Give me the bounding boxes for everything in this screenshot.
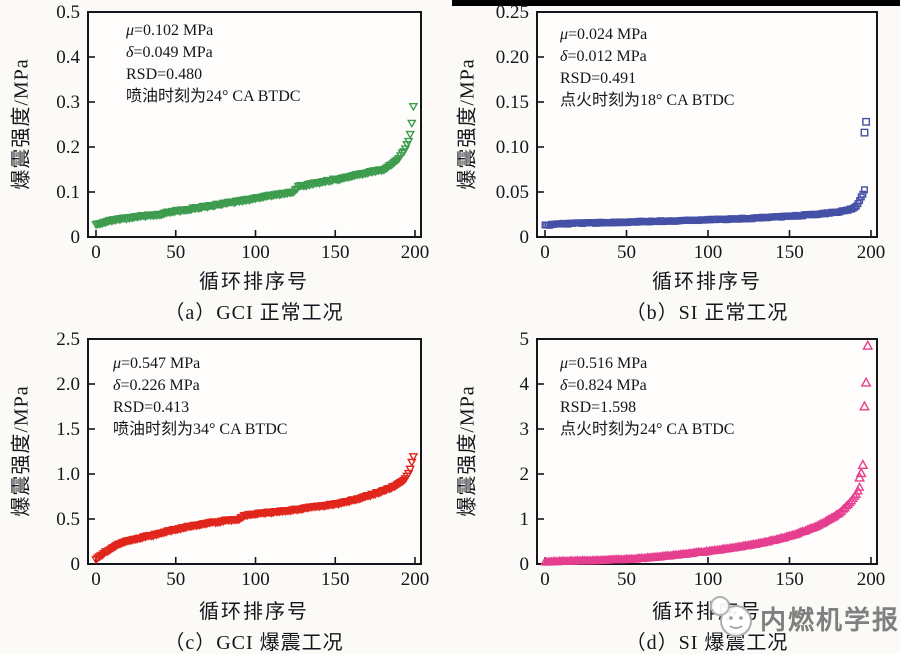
y-axis-label: 爆震强度/MPa: [10, 58, 33, 190]
subplot-caption: （d）SI 爆震工况: [625, 632, 789, 654]
stat-mu: μ=0.024 MPa: [560, 26, 648, 43]
stats-annotation: μ=0.547 MPa δ=0.226 MPa RSD=0.413 喷油时刻为3…: [113, 353, 287, 441]
timing-note: 点火时刻为18° CA BTDC: [560, 92, 735, 109]
stat-rsd: RSD=0.413: [113, 399, 190, 416]
svg-text:150: 150: [321, 242, 350, 263]
svg-text:2: 2: [520, 464, 530, 485]
svg-text:2.5: 2.5: [56, 329, 80, 350]
svg-text:1.0: 1.0: [56, 464, 80, 485]
y-axis-label: 爆震强度/MPa: [456, 58, 479, 190]
x-axis-label: 循环排序号: [199, 601, 309, 623]
scatter-plot-b: 0 50 100 150 200 0 0.05 0.10 0.15 0.20 0.25: [496, 2, 886, 263]
svg-text:100: 100: [241, 242, 270, 263]
stat-rsd: RSD=1.598: [560, 399, 637, 416]
subplot-d-si-knock: 0 50 100 150 200 0 1 2 3 4 5 爆震强度/MPa μ=0.516 MPa …: [450, 327, 900, 654]
stat-rsd: RSD=0.480: [126, 66, 203, 83]
svg-text:100: 100: [694, 569, 723, 590]
svg-text:0.10: 0.10: [496, 137, 529, 158]
x-axis-label: 循环排序号: [652, 271, 762, 293]
stats-annotation: μ=0.516 MPa δ=0.824 MPa RSD=1.598 点火时刻为2…: [560, 353, 734, 441]
svg-text:1: 1: [520, 509, 530, 530]
svg-text:0.25: 0.25: [496, 2, 529, 23]
svg-text:0: 0: [540, 242, 550, 263]
svg-text:1.5: 1.5: [56, 419, 80, 440]
svg-text:50: 50: [166, 569, 185, 590]
top-black-redaction-bar: [452, 0, 900, 6]
svg-text:0: 0: [71, 554, 81, 575]
svg-text:0.5: 0.5: [56, 509, 80, 530]
y-axis-label: 爆震强度/MPa: [456, 385, 479, 517]
svg-text:4: 4: [520, 374, 530, 395]
scatter-plot-c: 0 50 100 150 200 0 0.5 1.0 1.5 2.0 2.5: [56, 329, 430, 590]
stat-delta: δ=0.824 MPa: [560, 377, 647, 394]
subplot-c-gci-knock: 0 50 100 150 200 0 0.5 1.0 1.5 2.0 2.5 爆震强度/MPa μ=…: [0, 327, 450, 654]
svg-text:150: 150: [775, 242, 804, 263]
timing-note: 喷油时刻为24° CA BTDC: [126, 88, 301, 105]
svg-text:50: 50: [617, 242, 636, 263]
svg-text:0: 0: [91, 242, 101, 263]
svg-text:0.2: 0.2: [56, 137, 80, 158]
watermark-text: 内燃机学报: [760, 605, 900, 635]
stats-annotation: μ=0.024 MPa δ=0.012 MPa RSD=0.491 点火时刻为1…: [560, 24, 734, 112]
svg-text:200: 200: [857, 242, 886, 263]
svg-text:5: 5: [520, 329, 530, 350]
svg-text:0: 0: [71, 227, 81, 248]
stat-rsd: RSD=0.491: [560, 70, 637, 87]
svg-text:150: 150: [775, 569, 804, 590]
svg-text:0.5: 0.5: [56, 2, 80, 23]
svg-text:0.20: 0.20: [496, 47, 529, 68]
svg-text:100: 100: [241, 569, 270, 590]
subplot-b-si-normal: 0 50 100 150 200 0 0.05 0.10 0.15 0.20 0.25 爆震强度/M…: [450, 0, 900, 327]
scatter-plot-a: 0 50 100 150 200 0 0.1 0.2 0.3 0.4 0.5: [56, 2, 430, 263]
svg-text:0.05: 0.05: [496, 182, 529, 203]
svg-text:0.3: 0.3: [56, 92, 80, 113]
sketch-mascot-chat-logo-icon: [710, 596, 752, 637]
svg-text:0: 0: [540, 569, 550, 590]
stat-mu: μ=0.516 MPa: [560, 355, 648, 372]
timing-note: 喷油时刻为34° CA BTDC: [113, 421, 288, 438]
svg-text:0.1: 0.1: [56, 182, 80, 203]
svg-text:2.0: 2.0: [56, 374, 80, 395]
svg-text:200: 200: [401, 242, 430, 263]
journal-watermark: 内燃机学报: [700, 592, 900, 644]
stat-mu: μ=0.102 MPa: [126, 22, 214, 39]
stats-annotation: μ=0.102 MPa δ=0.049 MPa RSD=0.480 喷油时刻为2…: [126, 20, 300, 108]
subplot-caption: （a）GCI 正常工况: [164, 302, 344, 324]
svg-text:0.4: 0.4: [56, 47, 80, 68]
timing-note: 点火时刻为24° CA BTDC: [560, 421, 735, 438]
svg-text:200: 200: [401, 569, 430, 590]
scatter-plot-d: 0 50 100 150 200 0 1 2 3 4 5: [520, 329, 886, 590]
subplot-caption: （c）GCI 爆震工况: [164, 632, 344, 654]
y-axis-label: 爆震强度/MPa: [10, 385, 33, 517]
x-axis-label: 循环排序号: [199, 271, 309, 293]
svg-text:3: 3: [520, 419, 530, 440]
stat-delta: δ=0.049 MPa: [126, 44, 213, 61]
svg-text:0: 0: [520, 227, 530, 248]
svg-text:50: 50: [166, 242, 185, 263]
subplot-a-gci-normal: 0 50 100 150 200 0 0.1 0.2 0.3 0.4 0.5 爆震强度/MPa μ=…: [0, 0, 450, 327]
stat-delta: δ=0.226 MPa: [113, 377, 200, 394]
svg-text:0.15: 0.15: [496, 92, 529, 113]
svg-text:0: 0: [520, 554, 530, 575]
svg-text:150: 150: [321, 569, 350, 590]
svg-text:0: 0: [91, 569, 101, 590]
svg-text:100: 100: [694, 242, 723, 263]
subplot-caption: （b）SI 正常工况: [625, 302, 789, 324]
svg-text:200: 200: [857, 569, 886, 590]
stat-delta: δ=0.012 MPa: [560, 48, 647, 65]
svg-text:50: 50: [617, 569, 636, 590]
stat-mu: μ=0.547 MPa: [113, 355, 201, 372]
